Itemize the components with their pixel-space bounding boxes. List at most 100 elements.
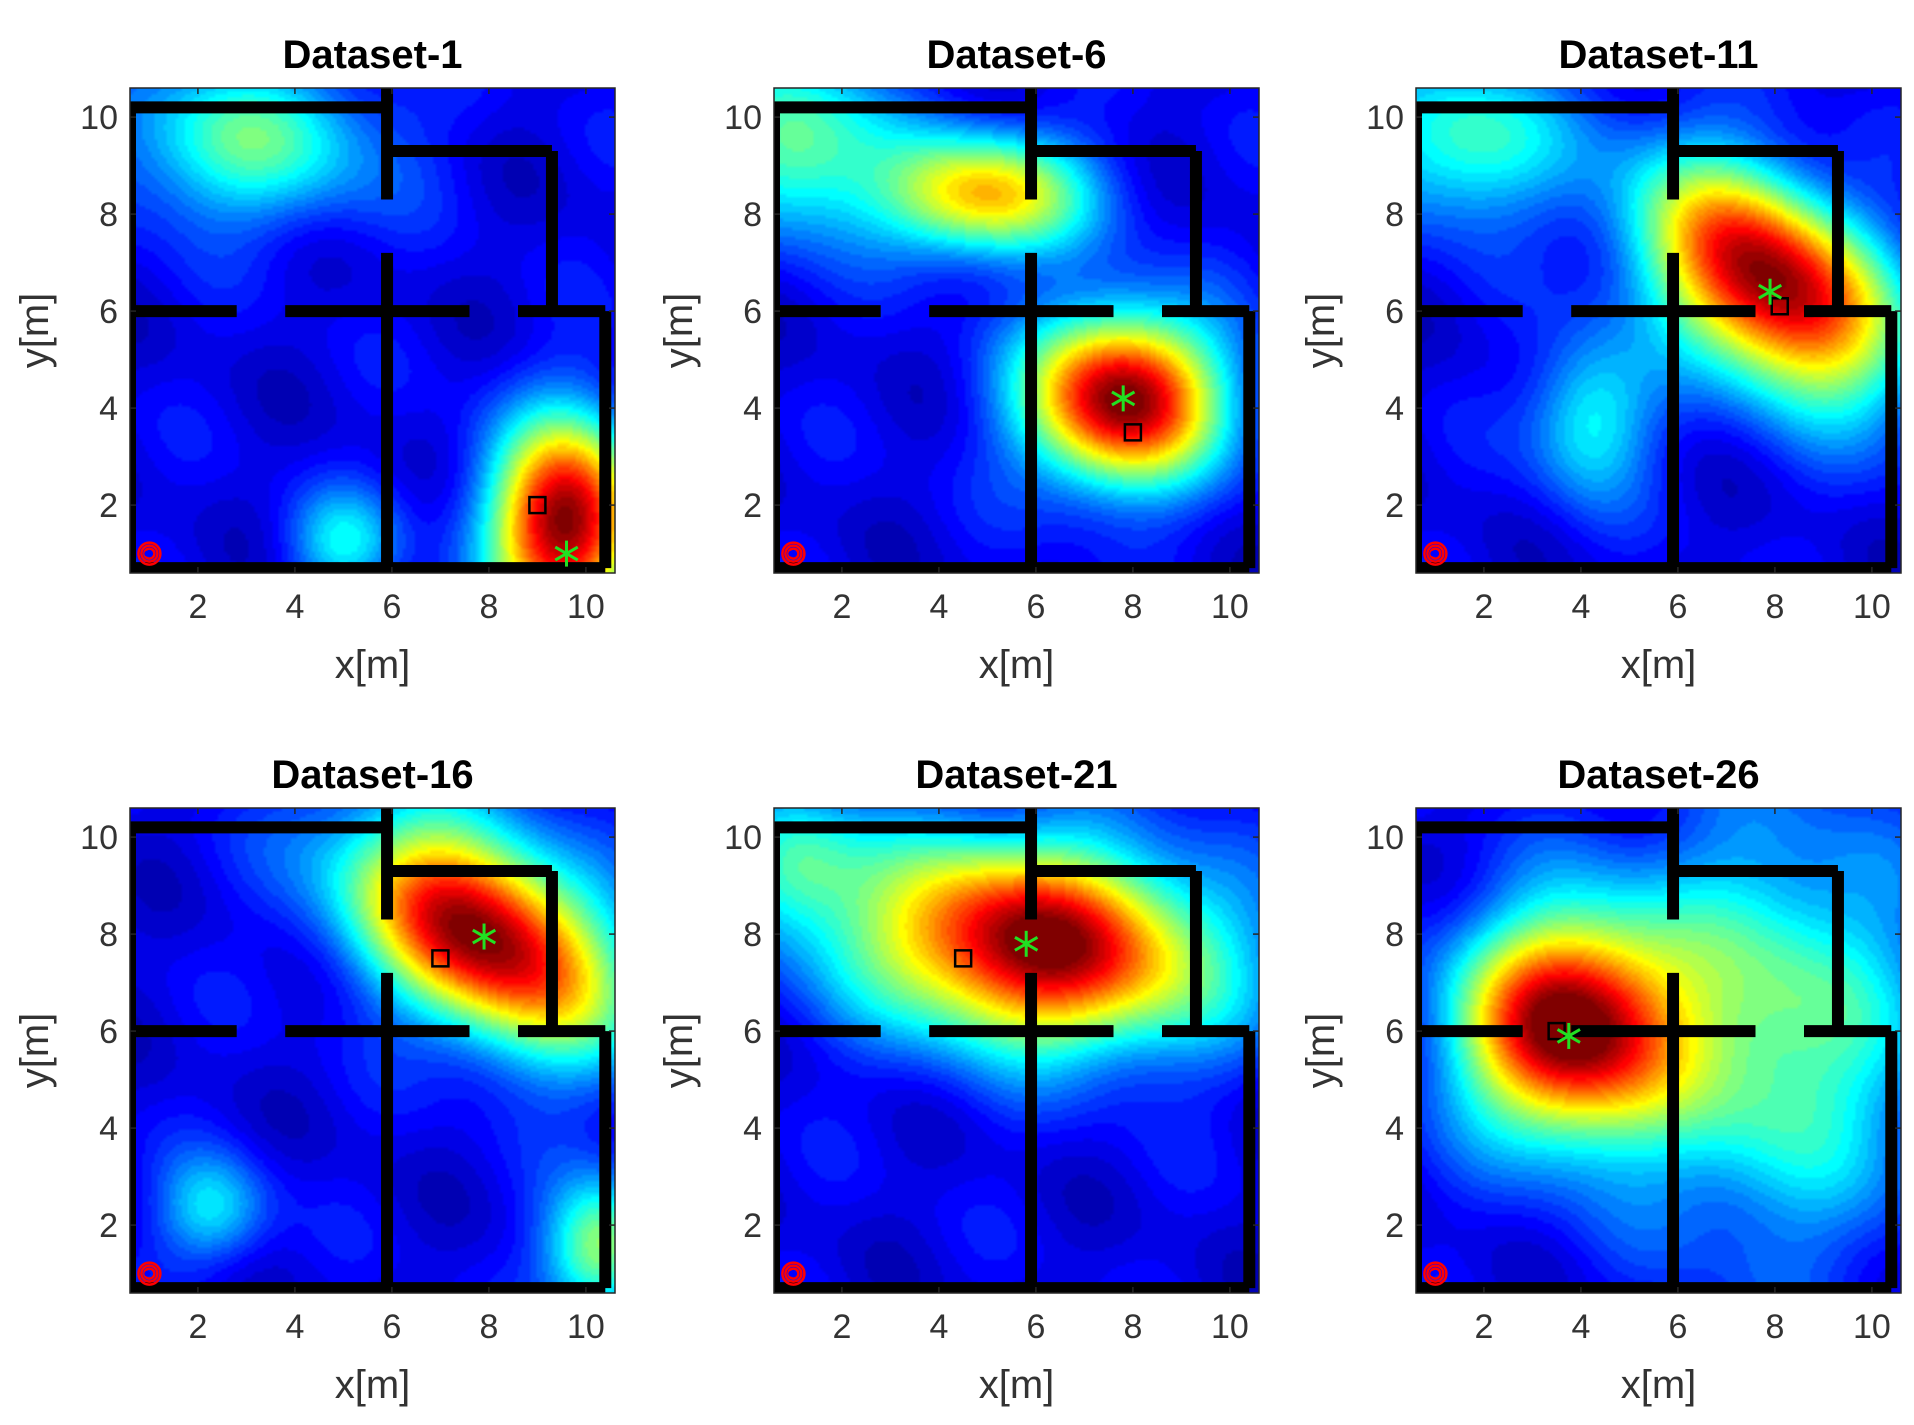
y-axis-label: y[m]: [657, 293, 701, 369]
y-tick-label: 4: [743, 1110, 762, 1148]
heatmap-surface: [1416, 88, 1901, 573]
x-tick-label: 6: [382, 1308, 401, 1346]
x-tick-label: 8: [1765, 1308, 1784, 1346]
axes-frame: [129, 87, 616, 574]
x-tick-label: 8: [479, 1308, 498, 1346]
x-axis-label: x[m]: [335, 643, 411, 687]
true-location-marker: [528, 495, 547, 515]
y-tick-label: 8: [99, 916, 118, 954]
x-tick-label: 4: [929, 1308, 948, 1346]
axes-frame: [1415, 807, 1902, 1294]
heatmap-surface: [1416, 808, 1901, 1293]
panel-title: Dataset-21: [915, 753, 1117, 797]
anchor-marker: [781, 541, 806, 566]
y-tick-label: 8: [99, 196, 118, 234]
true-location-marker: [1123, 423, 1143, 442]
axes-frame: [773, 87, 1260, 574]
y-tick-label: 6: [743, 293, 762, 331]
true-location-marker: [953, 949, 973, 968]
y-axis-label: y[m]: [1299, 293, 1343, 369]
y-tick-label: 4: [99, 1110, 118, 1148]
x-tick-label: 8: [1765, 588, 1784, 626]
x-tick-label: 4: [1571, 588, 1590, 626]
true-location-marker: [1547, 1021, 1566, 1041]
x-tick-label: 2: [1474, 588, 1493, 626]
y-axis-label: y[m]: [1299, 1013, 1343, 1089]
x-tick-label: 6: [1026, 1308, 1045, 1346]
axes-frame: [129, 807, 616, 1294]
y-tick-label: 10: [80, 819, 118, 857]
floor-plan: [130, 88, 612, 573]
chart-panel-1: Dataset-1 2 4 6 8 10 2 4 6 8 10 x[m] y[m]: [13, 33, 616, 687]
x-tick-label: 4: [1571, 1308, 1590, 1346]
x-tick-label: 8: [1123, 588, 1142, 626]
chart-panel-4: Dataset-16 2 4 6 8 10 2 4 6 8 10 x[m] y[m]: [13, 753, 616, 1407]
x-tick-label: 8: [1123, 1308, 1142, 1346]
x-tick-label: 2: [832, 588, 851, 626]
axes-frame: [773, 807, 1260, 1294]
panel-title: Dataset-6: [926, 33, 1106, 77]
x-tick-label: 8: [479, 588, 498, 626]
y-tick-label: 4: [99, 390, 118, 428]
y-tick-label: 10: [724, 819, 762, 857]
x-tick-label: 10: [567, 1308, 605, 1346]
x-tick-label: 2: [188, 588, 207, 626]
y-tick-label: 6: [99, 293, 118, 331]
anchor-marker: [137, 541, 162, 566]
panel-title: Dataset-26: [1557, 753, 1759, 797]
y-tick-label: 8: [743, 916, 762, 954]
x-tick-label: 6: [382, 588, 401, 626]
x-axis-label: x[m]: [335, 1363, 411, 1407]
chart-panel-6: Dataset-26 2 4 6 8 10 2 4 6 8 10 x[m] y[m]: [1299, 753, 1902, 1407]
y-axis-label: y[m]: [13, 1013, 57, 1089]
x-tick-label: 4: [285, 588, 304, 626]
heatmap-surface: [774, 88, 1259, 573]
x-tick-label: 4: [929, 588, 948, 626]
estimated-location-marker: [472, 923, 497, 950]
floor-plan: [774, 88, 1256, 573]
y-axis-label: y[m]: [13, 293, 57, 369]
y-tick-label: 10: [724, 99, 762, 137]
estimated-location-marker: [1556, 1022, 1581, 1049]
y-tick-label: 8: [1385, 916, 1404, 954]
estimated-location-marker: [1014, 930, 1039, 957]
x-axis-label: x[m]: [979, 643, 1055, 687]
floor-plan: [774, 808, 1256, 1293]
chart-panel-5: Dataset-21 2 4 6 8 10 2 4 6 8 10 x[m] y[m]: [657, 753, 1260, 1407]
x-tick-label: 10: [1853, 588, 1891, 626]
x-axis-label: x[m]: [979, 1363, 1055, 1407]
x-tick-label: 10: [567, 588, 605, 626]
y-tick-label: 10: [1366, 819, 1404, 857]
y-tick-label: 2: [743, 1207, 762, 1245]
floor-plan: [130, 808, 612, 1293]
x-tick-label: 2: [832, 1308, 851, 1346]
x-tick-label: 6: [1668, 588, 1687, 626]
x-tick-label: 2: [188, 1308, 207, 1346]
x-tick-label: 6: [1026, 588, 1045, 626]
anchor-marker: [137, 1261, 162, 1286]
y-tick-label: 8: [743, 196, 762, 234]
floor-plan: [1416, 88, 1898, 573]
panel-title: Dataset-11: [1558, 33, 1758, 77]
chart-panel-3: Dataset-11 2 4 6 8 10 2 4 6 8 10 x[m] y[m]: [1299, 33, 1902, 687]
y-tick-label: 6: [743, 1013, 762, 1051]
x-axis-label: x[m]: [1621, 1363, 1697, 1407]
heatmap-surface: [130, 808, 615, 1293]
x-tick-label: 4: [285, 1308, 304, 1346]
anchor-marker: [1423, 541, 1448, 566]
y-tick-label: 4: [1385, 1110, 1404, 1148]
y-tick-label: 6: [99, 1013, 118, 1051]
chart-panel-2: Dataset-6 2 4 6 8 10 2 4 6 8 10 x[m] y[m]: [657, 33, 1260, 687]
y-tick-label: 4: [743, 390, 762, 428]
y-tick-label: 6: [1385, 293, 1404, 331]
panel-title: Dataset-16: [271, 753, 473, 797]
estimated-location-marker: [554, 540, 579, 567]
y-tick-label: 2: [99, 1207, 118, 1245]
estimated-location-marker: [1111, 385, 1136, 412]
anchor-marker: [781, 1261, 806, 1286]
y-axis-label: y[m]: [657, 1013, 701, 1089]
heatmap-surface: [774, 808, 1259, 1293]
axes-frame: [1415, 87, 1902, 574]
anchor-marker: [1423, 1261, 1448, 1286]
